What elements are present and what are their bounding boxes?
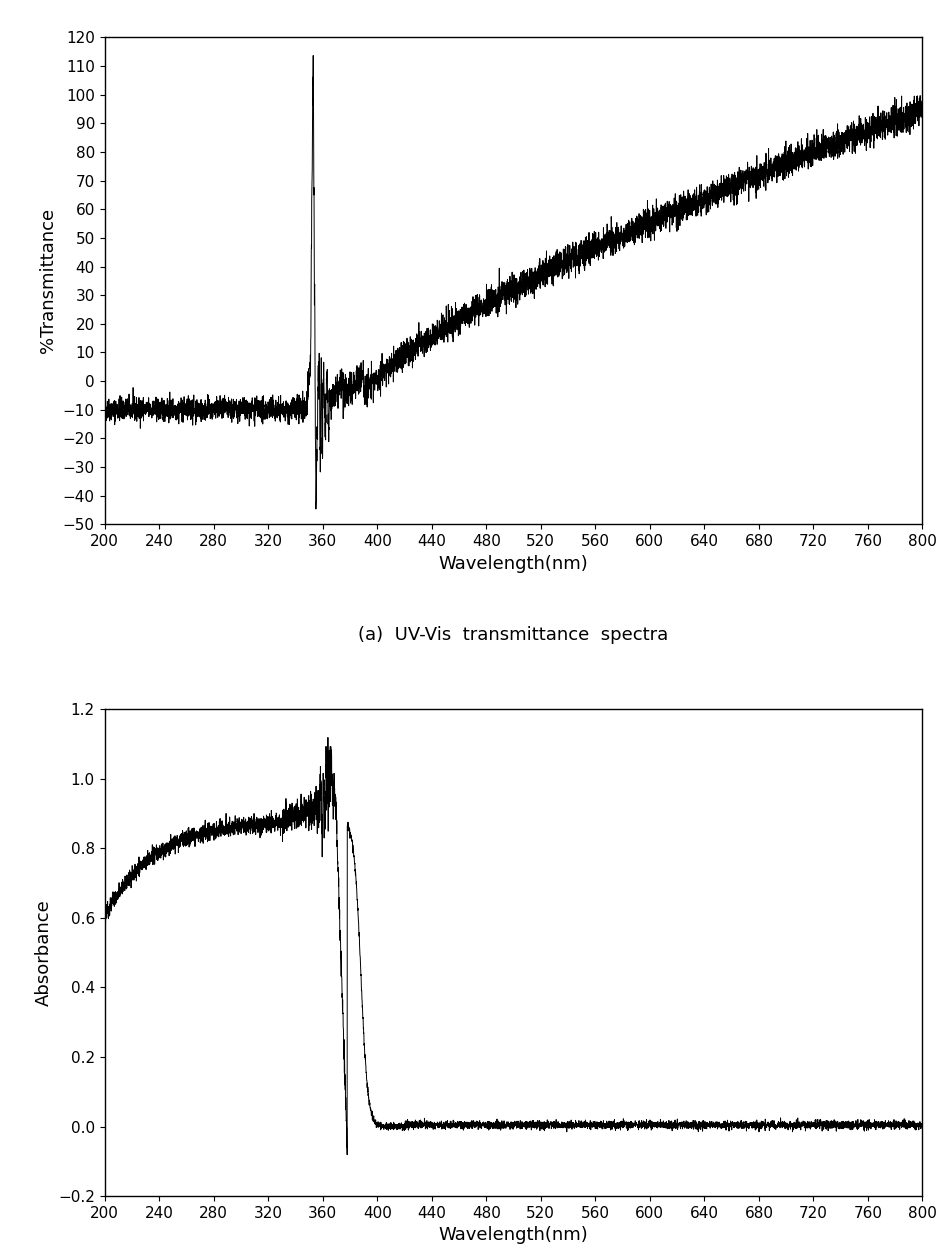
X-axis label: Wavelength(nm): Wavelength(nm) [438,1226,589,1245]
Y-axis label: Absorbance: Absorbance [34,900,52,1006]
Y-axis label: %Transmittance: %Transmittance [39,208,57,354]
Title: (a)  UV-Vis  transmittance  spectra: (a) UV-Vis transmittance spectra [359,625,669,644]
X-axis label: Wavelength(nm): Wavelength(nm) [438,554,589,573]
